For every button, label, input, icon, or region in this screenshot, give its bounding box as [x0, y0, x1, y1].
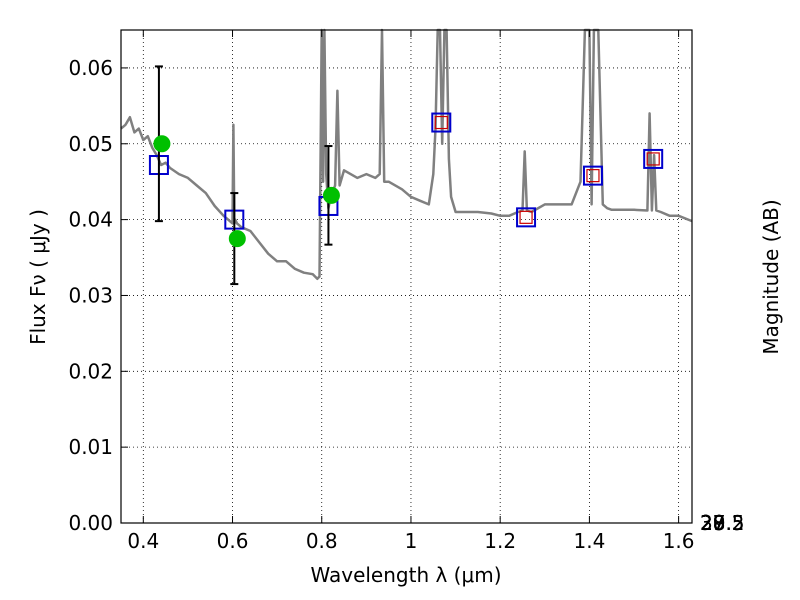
model-flux-square [516, 207, 537, 228]
y-tick-label: 0.04 [68, 208, 113, 232]
model-flux-square [431, 112, 452, 133]
mag-tick-label: 27 [700, 511, 725, 535]
x-tick-label: 0.8 [306, 529, 338, 553]
x-tick-label: 1.2 [484, 529, 516, 553]
y-axis-title: Flux Fν ( μJy ) [26, 209, 50, 345]
x-tick-label: 0.4 [127, 529, 159, 553]
observed-flux-point [153, 135, 171, 153]
observed-flux-point [228, 230, 246, 248]
mag-tick-label: 28 [700, 511, 725, 535]
x-tick-label: 1.6 [663, 529, 695, 553]
predicted-flux-square [646, 152, 660, 166]
x-tick-label: 0.6 [217, 529, 249, 553]
model-flux-square [582, 165, 603, 186]
mag-tick-label: 27.2 [700, 511, 745, 535]
observed-flux-point [322, 186, 340, 204]
mag-tick-label: 29 [700, 511, 725, 535]
predicted-flux-square [586, 169, 600, 183]
mag-tick-label: 27.5 [700, 511, 745, 535]
right-axis-title: Magnitude (AB) [759, 199, 783, 354]
y-tick-label: 0.02 [68, 359, 113, 383]
y-tick-label: 0.05 [68, 132, 113, 156]
predicted-flux-square [434, 115, 448, 130]
y-tick-label: 0.03 [68, 283, 113, 307]
mag-tick-label: 30 [700, 511, 725, 535]
y-tick-label: 0.06 [68, 56, 113, 80]
model-flux-square [643, 148, 664, 169]
predicted-flux-square [519, 210, 533, 224]
x-tick-label: 1.4 [573, 529, 605, 553]
x-axis-title: Wavelength λ (μm) [310, 563, 501, 587]
plot-area [120, 28, 693, 286]
x-tick-label: 1 [405, 529, 418, 553]
y-tick-label: 0.01 [68, 435, 113, 459]
grid-lines [121, 30, 692, 524]
axis-ticks: 0.4 0.6 0.8 1 1.2 1.4 1.6 0.00 0.01 0.02 0.03 0.04 0… [68, 30, 745, 553]
y-tick-label: 0.00 [68, 511, 113, 535]
plot-frame [120, 29, 693, 524]
mag-tick-label: 28.5 [700, 511, 745, 535]
model-spectrum-line [120, 28, 693, 281]
